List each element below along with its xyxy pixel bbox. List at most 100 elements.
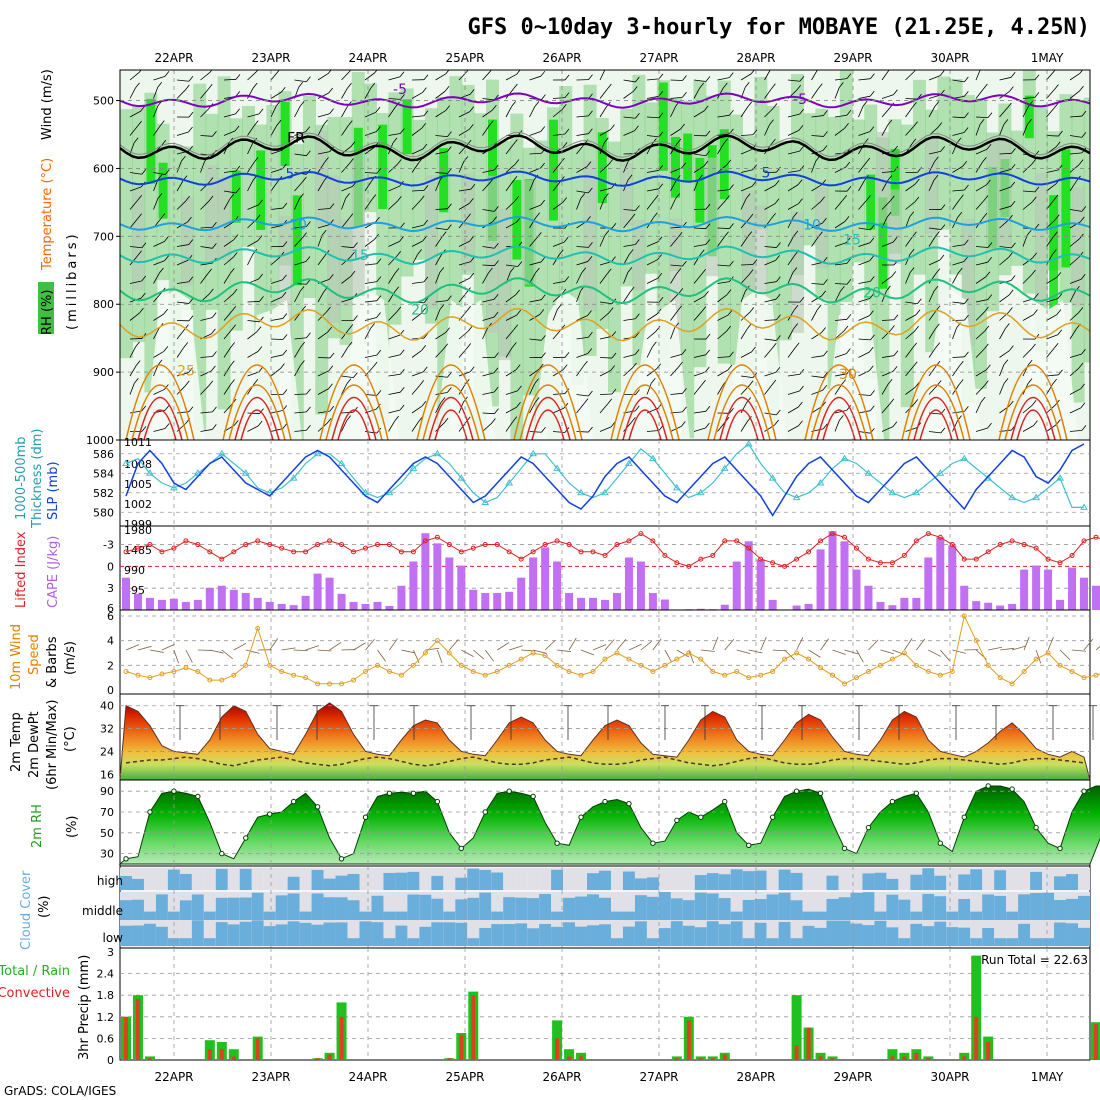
precip-conv-bar	[806, 1027, 811, 1060]
barb-flag	[328, 365, 334, 372]
upper-tick-0: 500	[93, 95, 114, 108]
barb-flag	[422, 143, 428, 150]
barb-flag	[281, 291, 287, 298]
barb-flag	[842, 195, 847, 201]
barb-flag	[912, 101, 917, 108]
barb	[341, 246, 354, 249]
li-point	[267, 542, 273, 548]
barb	[646, 346, 653, 358]
contour-label-1: -5	[793, 92, 807, 108]
barb	[270, 91, 282, 99]
barb-flag	[729, 110, 734, 116]
cloud-cell	[670, 898, 683, 920]
barb-flag	[914, 382, 920, 388]
barb	[223, 239, 235, 247]
cloud-cell	[167, 938, 180, 946]
barb-flag	[349, 158, 354, 164]
wind10-point	[638, 662, 644, 668]
cloud-cell	[622, 871, 635, 890]
wind10-barb	[1023, 636, 1030, 651]
thickness-point	[146, 469, 154, 476]
wind10-point	[291, 672, 297, 678]
barb	[294, 226, 307, 229]
barb	[200, 153, 213, 156]
barb-flag	[541, 94, 546, 100]
cape-bar	[361, 603, 370, 610]
barb	[717, 330, 727, 340]
barb-flag	[1058, 369, 1063, 376]
barb	[129, 87, 136, 99]
barb-flag	[235, 74, 241, 80]
barb	[435, 179, 441, 192]
barb-flag	[604, 193, 609, 199]
cloud-cell	[575, 896, 588, 920]
cloud-bg	[610, 868, 623, 890]
tick-left-3: 16	[100, 768, 114, 781]
barb-flag	[632, 362, 637, 369]
barb-flag	[751, 346, 756, 353]
rh-band	[388, 92, 402, 325]
rh-band	[229, 118, 243, 331]
barb	[787, 254, 796, 266]
barb-flag	[1057, 164, 1063, 171]
barb-flag	[705, 150, 711, 157]
barb-flag	[822, 217, 827, 224]
barb	[576, 315, 588, 321]
li-point	[159, 549, 165, 555]
barb-flag	[1010, 72, 1016, 78]
barb-flag	[939, 254, 945, 261]
cloud-level-middle: middle	[82, 904, 123, 918]
barb-flag	[135, 360, 141, 366]
barb	[811, 201, 821, 210]
cloud-bg	[251, 868, 264, 890]
barb-flag	[822, 145, 828, 151]
barb-flag	[353, 242, 358, 248]
barb	[740, 328, 748, 340]
barb	[1046, 314, 1058, 321]
wind10-point	[973, 638, 979, 644]
barb	[599, 393, 613, 395]
wind10-point	[327, 681, 333, 687]
li-point	[614, 542, 620, 548]
li-point	[842, 534, 847, 540]
cloud-cell	[958, 899, 971, 920]
rh-band	[754, 76, 768, 230]
thermal-contour	[1016, 409, 1050, 440]
barb-flag	[1053, 231, 1058, 237]
barb-flag	[913, 399, 919, 405]
cape-bar	[421, 533, 430, 610]
li-point	[734, 538, 740, 544]
bottom-date-6: 28APR	[736, 1070, 775, 1084]
cape-bar	[445, 557, 454, 610]
barb	[411, 162, 420, 173]
barb-flag	[562, 364, 568, 370]
barb-flag	[141, 168, 147, 175]
barb-flag	[912, 231, 917, 237]
cloud-cell	[215, 897, 228, 920]
rh-point	[865, 824, 872, 831]
barb	[247, 371, 259, 377]
barb	[411, 200, 421, 210]
li-point	[650, 538, 656, 544]
barb-flag	[327, 70, 332, 74]
cloud-cell	[634, 921, 647, 946]
cloud-cell	[826, 920, 839, 946]
cloud-cell	[970, 911, 983, 920]
barb	[294, 261, 307, 266]
barb	[129, 410, 142, 414]
barb	[999, 383, 1005, 395]
barb	[576, 272, 583, 284]
barb-flag	[517, 385, 522, 392]
barb-flag	[141, 292, 146, 299]
cloud-cell	[527, 898, 540, 920]
barb-flag	[534, 101, 540, 107]
barb-flag	[280, 87, 286, 93]
barb-flag	[376, 403, 381, 410]
barb	[317, 370, 329, 377]
thermal-contour	[422, 384, 480, 440]
barb-flag	[822, 385, 828, 391]
cloud-cell	[287, 876, 300, 890]
li-point	[590, 549, 596, 555]
barb	[834, 200, 843, 210]
barb-flag	[253, 379, 259, 385]
